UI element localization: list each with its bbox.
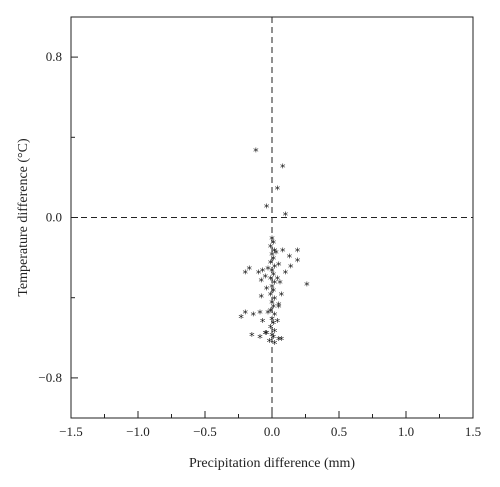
data-point: *	[272, 278, 278, 291]
data-point: *	[264, 328, 270, 341]
data-point: *	[257, 332, 263, 345]
data-point: *	[263, 328, 269, 341]
data-point: *	[272, 294, 278, 307]
data-point: *	[272, 310, 278, 323]
data-point: *	[283, 268, 289, 281]
data-point: *	[275, 316, 281, 329]
data-point: *	[287, 252, 293, 265]
data-point: *	[276, 334, 282, 347]
data-point: *	[271, 270, 277, 283]
data-point: *	[272, 338, 278, 351]
data-point: *	[272, 262, 278, 275]
x-axis-ticks: −1.5 −1.0 −0.5 0.0 0.5 1.0 1.5	[59, 411, 481, 439]
x-tick-label: 1.5	[465, 424, 481, 439]
x-tick-label: 0.5	[331, 424, 347, 439]
data-point: *	[295, 256, 301, 269]
data-point: *	[267, 336, 273, 349]
x-tick-label: −0.5	[193, 424, 217, 439]
x-axis-label: Precipitation difference (mm)	[189, 456, 355, 471]
data-point: *	[269, 234, 275, 247]
data-point: *	[257, 308, 263, 321]
data-point: *	[265, 308, 271, 321]
data-point: *	[276, 300, 282, 313]
x-tick-label: 0.0	[264, 424, 280, 439]
data-point: *	[269, 266, 275, 279]
data-point: *	[269, 298, 275, 311]
data-point: *	[271, 238, 277, 251]
data-point: *	[272, 246, 278, 259]
data-point: *	[280, 246, 286, 259]
data-point: *	[271, 302, 277, 315]
data-point: *	[288, 262, 294, 275]
data-point: *	[264, 284, 270, 297]
data-point: *	[268, 258, 274, 271]
data-point: *	[269, 282, 275, 295]
x-tick-label: −1.0	[126, 424, 150, 439]
data-point: *	[304, 280, 310, 293]
data-point: *	[263, 272, 269, 285]
data-point: *	[279, 334, 285, 347]
data-point: *	[268, 322, 274, 335]
data-point: *	[260, 316, 266, 329]
data-point: *	[268, 242, 274, 255]
data-point: *	[279, 290, 285, 303]
data-point: *	[259, 292, 265, 305]
y-tick-label: 0.0	[46, 210, 62, 225]
data-point: *	[238, 312, 244, 325]
y-axis-label: Temperature difference (°C)	[16, 138, 31, 297]
data-point: *	[273, 248, 279, 261]
y-tick-label: 0.8	[46, 49, 62, 64]
data-point: *	[271, 318, 277, 331]
data-point: *	[250, 310, 256, 323]
y-tick-label: −0.8	[38, 370, 62, 385]
data-point: *	[242, 268, 248, 281]
data-point: *	[268, 274, 274, 287]
data-point: *	[264, 201, 270, 214]
data-point: *	[275, 274, 281, 287]
x-tick-label: −1.5	[59, 424, 83, 439]
data-point: *	[276, 302, 282, 315]
data-points: ******************************** ********…	[238, 145, 310, 350]
data-point: *	[295, 246, 301, 259]
data-point: *	[265, 264, 271, 277]
data-point: *	[256, 268, 262, 281]
plot-area: −1.5 −1.0 −0.5 0.0 0.5 1.0 1.5 0.80.0−0.8 ****…	[38, 16, 481, 439]
data-point: *	[269, 330, 275, 343]
y-axis-ticks: 0.8 0.0 −0.8	[38, 49, 78, 385]
data-point: *	[269, 250, 275, 263]
data-point: *	[276, 260, 282, 273]
data-point: *	[269, 314, 275, 327]
x-tick-label: 1.0	[398, 424, 414, 439]
data-point: *	[271, 332, 277, 345]
data-point: *	[280, 161, 286, 174]
data-point: *	[271, 254, 277, 267]
data-point: *	[268, 290, 274, 303]
data-point: *	[271, 286, 277, 299]
data-point: *	[275, 183, 281, 196]
data-point: *	[277, 278, 283, 291]
data-point: *	[260, 266, 266, 279]
data-point: *	[259, 276, 265, 289]
data-point: *	[242, 308, 248, 321]
data-point: *	[283, 209, 289, 222]
data-point: *	[272, 326, 278, 339]
data-point: *	[249, 330, 255, 343]
data-point: *	[253, 145, 259, 158]
data-point: *	[246, 264, 252, 277]
data-point: *	[268, 306, 274, 319]
